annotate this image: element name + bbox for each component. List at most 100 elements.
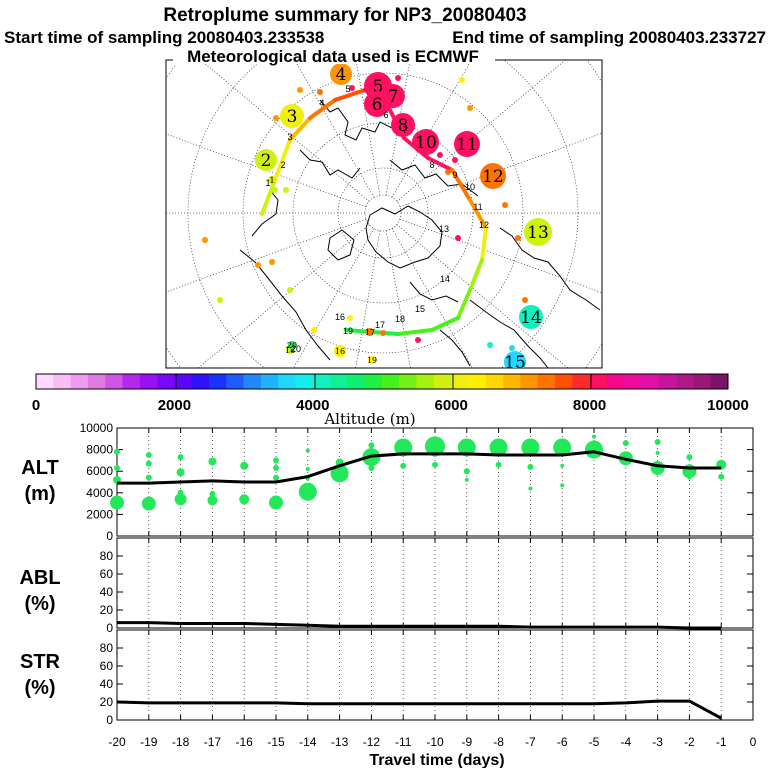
cluster-bubble-label-16: 16 xyxy=(335,347,345,356)
panel-str: 0 20 40 60 80 STR (%) xyxy=(20,629,754,727)
colorbar-cell xyxy=(278,374,296,389)
cluster-dot xyxy=(455,235,461,241)
cluster-dot xyxy=(269,259,275,265)
y-tick-label-20: 20 xyxy=(100,695,114,709)
cluster-bubble-19 xyxy=(368,356,376,364)
cluster-bubble-label-7: 7 xyxy=(388,87,399,107)
y-tick-label-10000: 10000 xyxy=(80,421,114,435)
cluster-point xyxy=(368,442,375,449)
cluster-point xyxy=(177,489,184,496)
colorbar-cell xyxy=(433,374,452,389)
cluster-point xyxy=(528,486,533,491)
meridian-line xyxy=(399,218,602,294)
colorbar-cell xyxy=(260,374,279,389)
track-day-label-12: 12 xyxy=(479,220,489,230)
cluster-bubble-12 xyxy=(480,163,506,189)
colorbar-cell xyxy=(347,374,365,389)
cluster-bubble-13 xyxy=(524,218,552,246)
map-graticule xyxy=(166,60,602,368)
cluster-point xyxy=(273,474,279,481)
cluster-dot xyxy=(459,77,465,83)
meridian-line xyxy=(355,230,381,368)
cluster-point xyxy=(239,494,250,505)
cluster-bubble-11 xyxy=(454,131,480,157)
panel-abl: 0 20 40 60 80 ABL (%) xyxy=(19,537,754,635)
x-tick-label-m2: -2 xyxy=(684,735,695,749)
cluster-bubble-2 xyxy=(255,149,277,171)
colorbar-frame xyxy=(35,373,729,390)
cluster-point xyxy=(560,483,565,488)
cluster-point xyxy=(686,454,693,461)
panel-unit-str: (%) xyxy=(24,677,55,699)
cluster-point xyxy=(114,464,120,471)
x-tick-label-m5: -5 xyxy=(589,735,600,749)
cluster-point xyxy=(394,438,413,457)
x-tick-label-m11: -11 xyxy=(395,735,412,749)
colorbar-tick-10000: 10000 xyxy=(707,397,749,414)
cluster-bubble-label-3: 3 xyxy=(287,107,298,127)
colorbar-cell xyxy=(157,374,175,389)
cluster-dot xyxy=(217,297,223,303)
cluster-bubble-7 xyxy=(381,84,405,108)
track-day-label-4: 4 xyxy=(319,98,324,108)
cluster-point xyxy=(240,461,249,470)
colorbar-tick-labels: 0 2000 4000 6000 8000 10000 xyxy=(32,397,749,414)
cluster-dot xyxy=(395,75,401,81)
x-tick-label-m6: -6 xyxy=(557,735,568,749)
cluster-point xyxy=(176,468,185,477)
colorbar-cell xyxy=(209,374,227,389)
colorbar-cell xyxy=(555,374,573,389)
cluster-point xyxy=(655,450,660,455)
trajectory-segment xyxy=(426,156,454,172)
cluster-bubble-label-19: 19 xyxy=(367,356,377,365)
y-tick-label-6000: 6000 xyxy=(86,464,113,478)
cluster-point xyxy=(400,462,407,469)
meridian-line xyxy=(385,230,411,368)
cluster-point xyxy=(177,454,184,461)
start-time-label: Start time of sampling 20080403.233538 xyxy=(4,28,324,47)
cluster-dot xyxy=(445,169,451,175)
colorbar-axis-label: Altitude (m) xyxy=(323,410,415,428)
track-day-label-17: 17 xyxy=(375,320,385,330)
cluster-point xyxy=(141,496,156,511)
end-time-label: End time of sampling 20080403.233727 xyxy=(452,28,766,47)
cluster-bubble-label-8: 8 xyxy=(398,116,409,136)
cluster-point xyxy=(432,461,438,468)
trajectory-segment xyxy=(260,178,277,216)
figure-title: Retroplume summary for NP3_20080403 xyxy=(163,5,526,26)
y-tick-label-40: 40 xyxy=(100,585,114,599)
colorbar-tick-6000: 6000 xyxy=(435,397,468,414)
track-day-label-5: 5 xyxy=(345,84,350,94)
x-tick-label-0: 0 xyxy=(750,735,757,749)
y-tick-label-80: 80 xyxy=(100,549,114,563)
cluster-point xyxy=(145,474,152,481)
colorbar-cell xyxy=(87,374,106,389)
panel-label-abl: ABL xyxy=(19,567,60,589)
y-tick-label-80: 80 xyxy=(100,641,114,655)
cluster-bubble-label-12: 12 xyxy=(482,167,504,187)
cluster-point xyxy=(527,463,534,470)
cluster-point xyxy=(495,461,502,468)
cluster-bubble-label-10: 10 xyxy=(415,133,437,153)
track-day-label-6: 6 xyxy=(383,110,388,120)
cluster-point xyxy=(464,477,469,482)
cluster-bubble-8 xyxy=(391,113,415,137)
x-tick-label-m7: -7 xyxy=(525,735,536,749)
colorbar-cell xyxy=(364,374,383,389)
cluster-dot xyxy=(415,337,421,343)
x-tick-label-m20: -20 xyxy=(108,735,126,749)
colorbar-cell xyxy=(416,374,435,389)
cluster-point xyxy=(585,440,603,459)
cluster-dot xyxy=(349,85,355,91)
meridian-line xyxy=(396,60,566,202)
x-tick-label-m14: -14 xyxy=(299,735,317,749)
y-tick-label-0: 0 xyxy=(106,529,113,543)
colorbar-cell xyxy=(710,374,729,389)
cluster-point xyxy=(489,438,508,457)
track-day-label-13: 13 xyxy=(439,224,449,234)
colorbar-cell xyxy=(624,374,642,389)
cluster-bubble-label-6: 6 xyxy=(372,95,383,115)
colorbar-cell xyxy=(658,374,677,389)
